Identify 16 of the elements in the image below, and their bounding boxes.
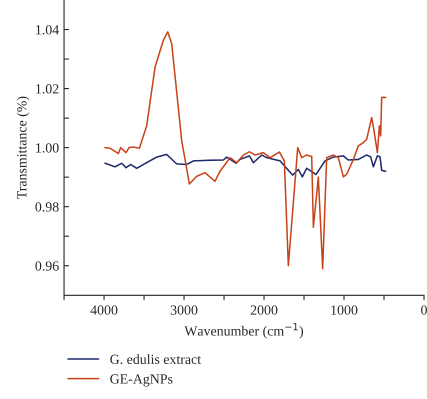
y-tick-label: 0.96 xyxy=(35,261,59,271)
y-tick-label: 0.98 xyxy=(35,202,59,212)
y-axis-title: Transmittance (%) xyxy=(16,96,30,199)
x-tick-label: 2000 xyxy=(250,305,278,315)
y-tick-label: 1.02 xyxy=(36,84,58,94)
line-series xyxy=(104,31,386,270)
legend-label: GE-AgNPs xyxy=(110,374,172,386)
x-tick-label: 4000 xyxy=(90,305,118,315)
line-series xyxy=(104,154,386,178)
x-axis-title: Wavenumber (cm$^{−1}$) xyxy=(184,323,304,338)
x-tick-label: 3000 xyxy=(170,305,198,315)
y-tick-label: 1.00 xyxy=(36,143,59,153)
legend-label: G. edulis extract xyxy=(110,354,201,364)
x-tick-label: 1000 xyxy=(331,305,358,315)
y-tick-label: 1.04 xyxy=(36,25,59,35)
x-tick-label: 0 xyxy=(421,305,427,315)
